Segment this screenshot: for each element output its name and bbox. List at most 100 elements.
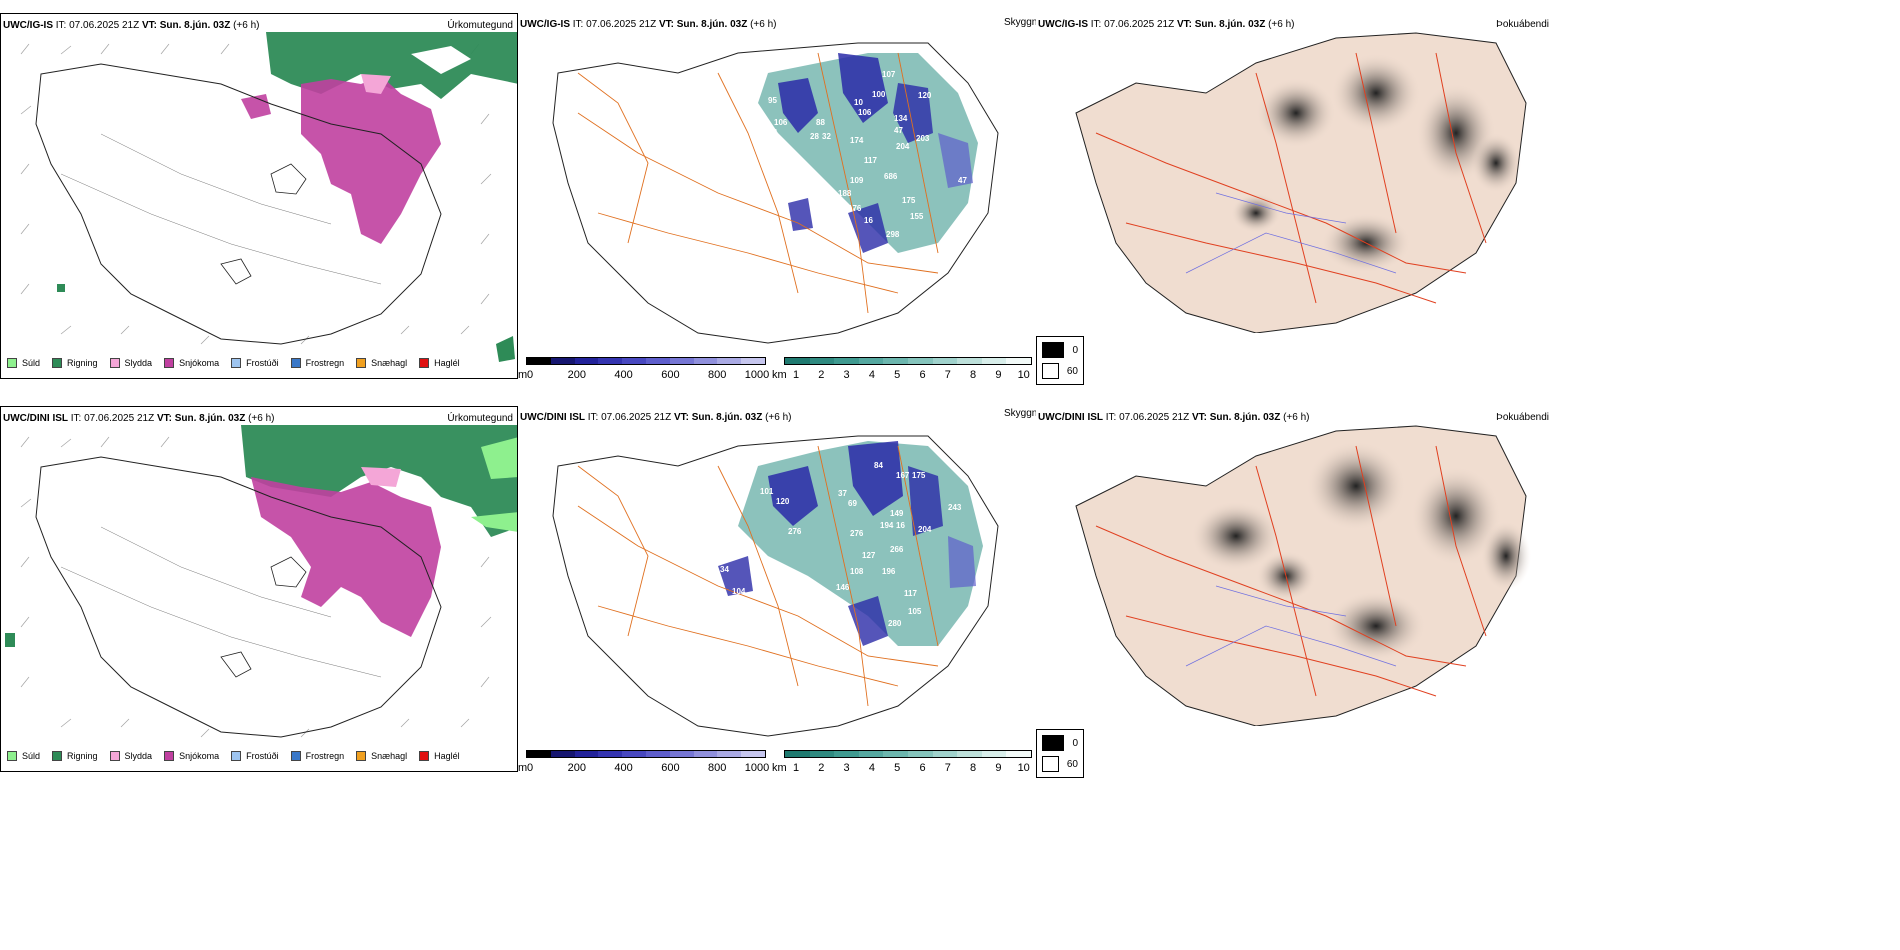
svg-text:174: 174 (850, 136, 864, 145)
svg-text:117: 117 (864, 156, 877, 165)
svg-text:134: 134 (894, 114, 908, 123)
cloudbase-map: 84 167 175 101 120 37 69 149 194 16 204 … (552, 435, 999, 737)
svg-text:10: 10 (854, 98, 863, 107)
legend-item-snaehagl: Snæhagl (356, 358, 407, 368)
legend-item-sudl: Súld (7, 358, 40, 368)
legend-item-slydda: Slydda (109, 751, 152, 761)
fog-map (1075, 32, 1527, 333)
svg-text:204: 204 (918, 525, 932, 534)
svg-text:84: 84 (874, 461, 883, 470)
svg-text:117: 117 (904, 589, 917, 598)
svg-text:34: 34 (720, 565, 729, 574)
legend-item-frostregn: Frostregn (290, 751, 344, 761)
svg-text:28: 28 (810, 132, 819, 141)
legend-item-snaehagl: Snæhagl (356, 751, 407, 761)
fog-legend: 0 60 (1036, 336, 1084, 385)
panel-title: UWC/IG-IS IT: 07.06.2025 21Z VT: Sun. 8.… (3, 20, 260, 31)
cloudbase-labels: 84 167 175 101 120 37 69 149 194 16 204 … (720, 461, 962, 628)
cloudbase-visibility-panel-bottom: UWC/DINI ISL IT: 07.06.2025 21Z VT: Sun.… (518, 406, 1038, 772)
visibility-colorbar: km 1 2 3 4 5 6 7 8 9 10 (772, 750, 1037, 772)
svg-text:155: 155 (910, 212, 924, 221)
panel-field-name: Þokuábendi (1496, 19, 1549, 30)
precip-map (20, 32, 517, 362)
legend-item-hagel: Haglél (419, 358, 460, 368)
svg-text:16: 16 (864, 216, 873, 225)
visibility-colorbar: km 1 2 3 4 5 6 7 8 9 10 (772, 357, 1037, 379)
fog-index-panel-top: UWC/IG-IS IT: 07.06.2025 21Z VT: Sun. 8.… (1036, 13, 1553, 333)
panel-title: UWC/IG-IS IT: 07.06.2025 21Z VT: Sun. 8.… (1038, 19, 1295, 30)
legend-item-frostudi: Frostúði (231, 751, 279, 761)
skyggni-label: Skyggni (1004, 408, 1040, 419)
panel-field-name: Úrkomutegund (447, 413, 513, 424)
svg-text:183: 183 (772, 171, 786, 180)
panel-field-name: Úrkomutegund (447, 20, 513, 31)
svg-text:175: 175 (912, 471, 926, 480)
fog-legend: 0 60 (1036, 729, 1084, 778)
svg-text:105: 105 (908, 607, 922, 616)
svg-text:167: 167 (896, 471, 910, 480)
svg-text:298: 298 (886, 230, 900, 239)
svg-text:196: 196 (882, 567, 896, 576)
svg-text:194: 194 (880, 521, 894, 530)
svg-text:88: 88 (816, 118, 825, 127)
legend-item-hagel: Haglél (419, 751, 460, 761)
legend-item-rigning: Rigning (52, 751, 98, 761)
panel-title: UWC/DINI ISL IT: 07.06.2025 21Z VT: Sun.… (520, 412, 792, 423)
fog-map (1075, 425, 1531, 726)
precip-legend: Súld Rigning Slydda Snjókoma Frostúði Fr… (7, 358, 472, 368)
svg-text:276: 276 (850, 529, 864, 538)
svg-text:243: 243 (948, 503, 962, 512)
legend-item-frostregn: Frostregn (290, 358, 344, 368)
skyggni-label: Skyggni (1004, 17, 1040, 28)
svg-text:108: 108 (850, 567, 864, 576)
svg-text:106: 106 (858, 108, 872, 117)
svg-text:106: 106 (774, 118, 788, 127)
svg-text:120: 120 (918, 91, 932, 100)
svg-text:146: 146 (836, 583, 850, 592)
svg-text:100: 100 (872, 90, 886, 99)
svg-text:109: 109 (850, 176, 864, 185)
precip-type-panel-top: UWC/IG-IS IT: 07.06.2025 21Z VT: Sun. 8.… (0, 13, 518, 379)
svg-text:204: 204 (896, 142, 910, 151)
svg-text:95: 95 (768, 96, 777, 105)
precip-legend: Súld Rigning Slydda Snjókoma Frostúði Fr… (7, 751, 472, 761)
cloudbase-labels: 107 120 100 95 106 106 134 88 126 28 32 … (764, 70, 967, 239)
svg-text:120: 120 (776, 497, 790, 506)
cloudbase-map: 107 120 100 95 106 106 134 88 126 28 32 … (552, 42, 999, 344)
panel-field-name: Þokuábendi (1496, 412, 1549, 423)
svg-text:101: 101 (760, 487, 774, 496)
svg-text:104: 104 (732, 587, 746, 596)
cloudbase-colorbar: m 0 200 400 600 800 1000 (518, 357, 769, 379)
svg-text:16: 16 (896, 521, 905, 530)
precip-type-panel-bottom: UWC/DINI ISL IT: 07.06.2025 21Z VT: Sun.… (0, 406, 518, 772)
legend-item-slydda: Slydda (109, 358, 152, 368)
svg-text:126: 126 (764, 128, 778, 137)
legend-item-rigning: Rigning (52, 358, 98, 368)
svg-text:175: 175 (902, 196, 916, 205)
svg-text:37: 37 (838, 489, 847, 498)
svg-text:127: 127 (862, 551, 876, 560)
svg-text:188: 188 (838, 189, 852, 198)
svg-text:149: 149 (890, 509, 904, 518)
panel-title: UWC/IG-IS IT: 07.06.2025 21Z VT: Sun. 8.… (520, 19, 777, 30)
svg-text:47: 47 (894, 126, 903, 135)
panel-title: UWC/DINI ISL IT: 07.06.2025 21Z VT: Sun.… (1038, 412, 1310, 423)
svg-text:266: 266 (890, 545, 904, 554)
panel-title: UWC/DINI ISL IT: 07.06.2025 21Z VT: Sun.… (3, 413, 275, 424)
svg-text:276: 276 (788, 527, 802, 536)
precip-map (5, 425, 517, 738)
legend-item-frostudi: Frostúði (231, 358, 279, 368)
fog-index-panel-bottom: UWC/DINI ISL IT: 07.06.2025 21Z VT: Sun.… (1036, 406, 1553, 726)
legend-item-sudl: Súld (7, 751, 40, 761)
legend-item-snjokoma: Snjókoma (164, 751, 219, 761)
svg-text:176: 176 (848, 204, 862, 213)
svg-text:203: 203 (916, 134, 930, 143)
cloudbase-colorbar: m 0 200 400 600 800 1000 (518, 750, 769, 772)
cloudbase-visibility-panel-top: UWC/IG-IS IT: 07.06.2025 21Z VT: Sun. 8.… (518, 13, 1038, 379)
svg-text:47: 47 (958, 176, 967, 185)
legend-item-snjokoma: Snjókoma (164, 358, 219, 368)
svg-text:107: 107 (882, 70, 896, 79)
svg-text:32: 32 (822, 132, 831, 141)
svg-text:686: 686 (884, 172, 898, 181)
svg-text:280: 280 (888, 619, 902, 628)
